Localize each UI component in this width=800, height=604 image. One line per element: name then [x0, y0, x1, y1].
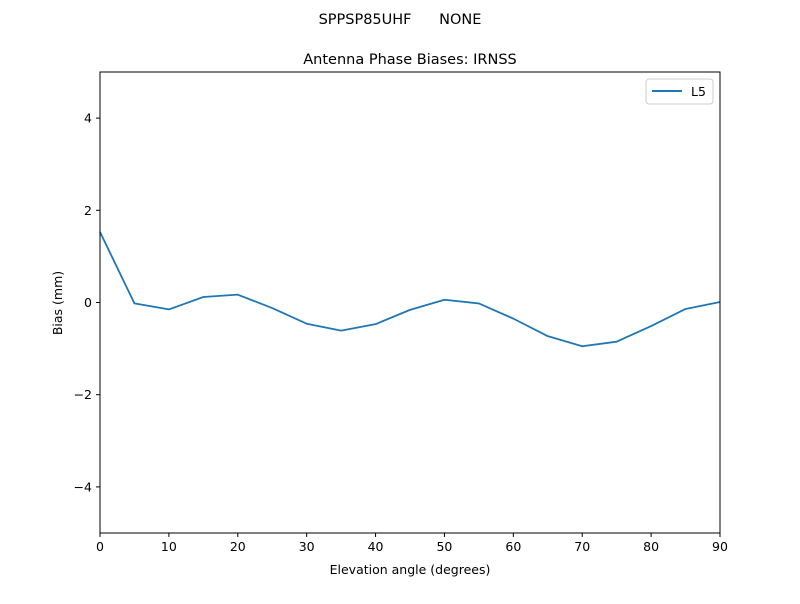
- y-tick-label: −2: [74, 387, 92, 402]
- y-tick-label: 4: [84, 111, 92, 126]
- legend: L5: [645, 78, 714, 105]
- x-tick-label: 0: [96, 539, 104, 554]
- x-tick-label: 70: [574, 539, 590, 554]
- y-tick-label: −4: [74, 479, 92, 494]
- legend-label-l5: L5: [691, 84, 706, 99]
- y-tick-label: 2: [84, 203, 92, 218]
- axes-frame: [99, 71, 721, 534]
- x-tick-label: 90: [712, 539, 728, 554]
- x-tick-label: 20: [230, 539, 246, 554]
- x-tick-label: 40: [368, 539, 384, 554]
- series-line-l5: [99, 231, 721, 348]
- x-tick-label: 60: [505, 539, 521, 554]
- x-tick-label: 50: [436, 539, 452, 554]
- x-tick-label: 10: [161, 539, 177, 554]
- x-tick-label: 30: [299, 539, 315, 554]
- x-axis-label: Elevation angle (degrees): [330, 562, 491, 577]
- y-tick-label: 0: [84, 295, 92, 310]
- suptitle: SPPSP85UHF NONE: [319, 12, 482, 28]
- x-tick-label: 80: [643, 539, 659, 554]
- chart-title: Antenna Phase Biases: IRNSS: [303, 52, 517, 68]
- y-axis-label: Bias (mm): [50, 271, 65, 335]
